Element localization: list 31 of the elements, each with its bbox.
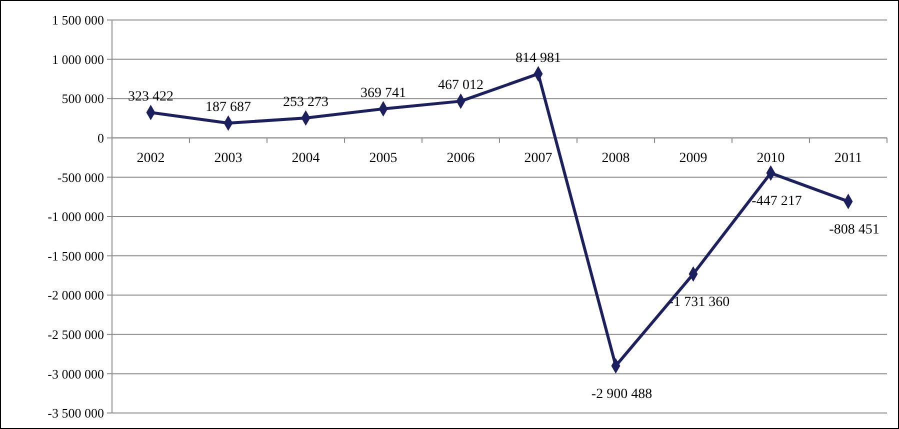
data-label: -808 451 — [829, 222, 880, 238]
x-tick-label: 2008 — [602, 150, 630, 166]
data-label: 369 741 — [360, 86, 406, 101]
x-tick-label: 2010 — [756, 150, 785, 166]
x-tick-label: 2005 — [369, 150, 398, 166]
data-label: 467 012 — [438, 78, 484, 94]
data-label: -447 217 — [752, 194, 802, 210]
x-tick-label: 2003 — [214, 150, 242, 166]
y-tick-label: -3 500 000 — [48, 406, 104, 421]
data-label: -1 731 360 — [668, 294, 730, 310]
y-tick-label: -500 000 — [57, 170, 104, 185]
data-label: -2 900 488 — [591, 386, 652, 402]
data-label: 323 422 — [128, 89, 174, 104]
y-tick-label: 1 500 000 — [52, 12, 104, 28]
x-tick-label: 2011 — [834, 150, 862, 166]
y-tick-label: 500 000 — [62, 91, 104, 106]
x-tick-label: 2009 — [679, 150, 708, 166]
x-tick-label: 2002 — [136, 150, 165, 166]
y-tick-label: 0 — [98, 130, 104, 146]
y-tick-label: -2 000 000 — [48, 288, 104, 303]
y-tick-label: -1 000 000 — [48, 209, 104, 224]
y-tick-label: 1 000 000 — [52, 52, 104, 67]
data-label: 814 981 — [516, 50, 561, 66]
y-tick-label: -2 500 000 — [48, 326, 104, 342]
x-tick-label: 2007 — [524, 150, 552, 166]
data-label: 253 273 — [283, 94, 328, 110]
y-tick-label: -1 500 000 — [48, 248, 104, 264]
data-label: 187 687 — [206, 100, 251, 116]
y-tick-label: -3 000 000 — [48, 366, 104, 382]
x-tick-label: 2006 — [446, 150, 475, 166]
x-tick-label: 2004 — [292, 150, 320, 166]
